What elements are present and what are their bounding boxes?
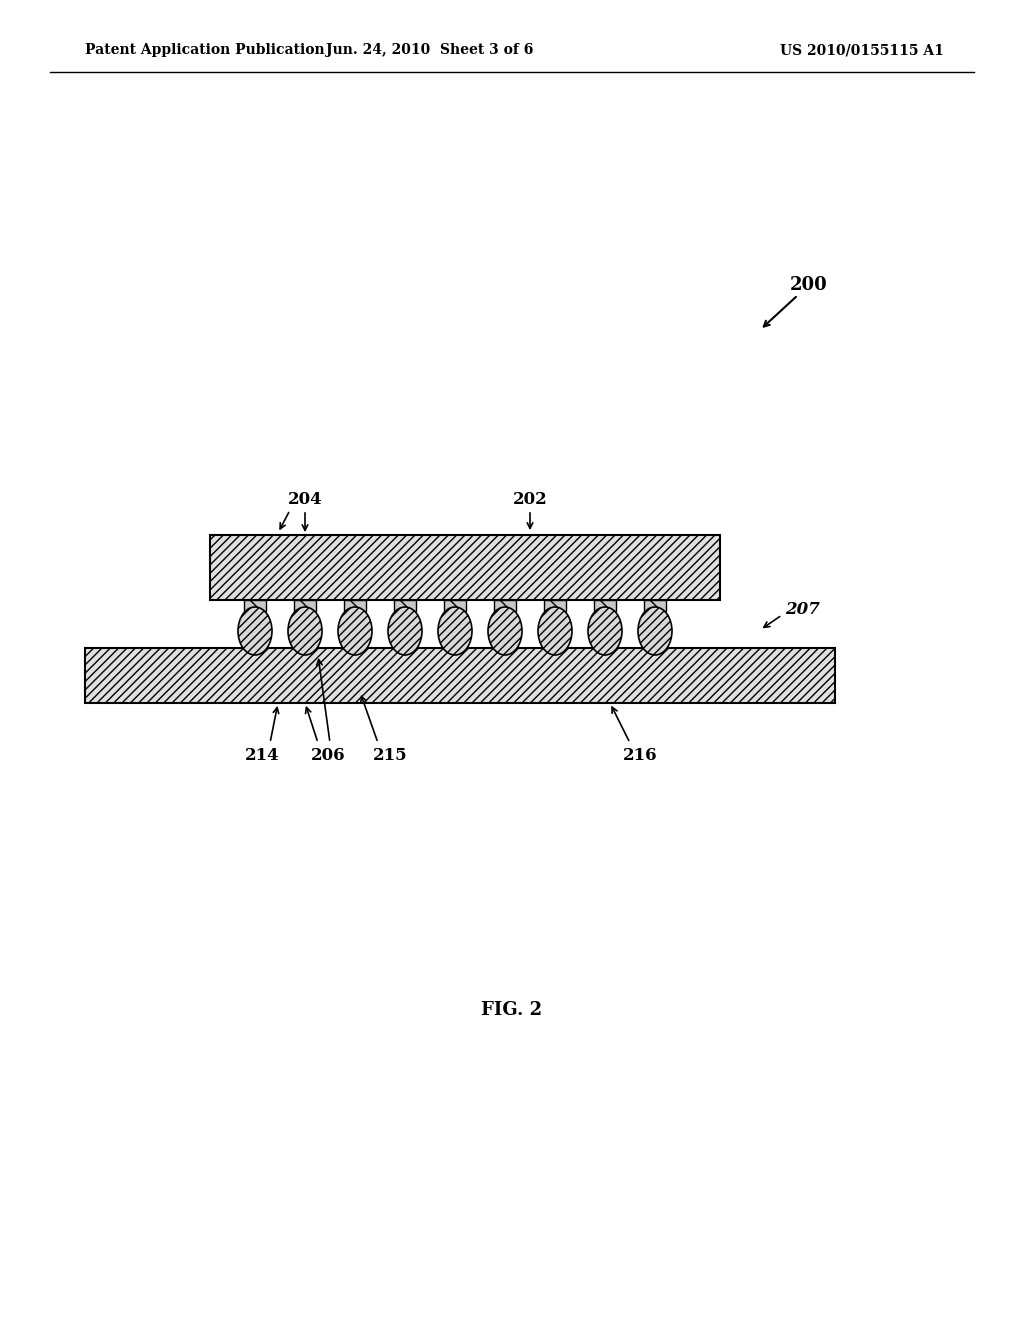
Ellipse shape	[238, 607, 272, 655]
Bar	[444, 638, 466, 648]
Bar	[494, 601, 516, 611]
Bar	[544, 601, 566, 611]
Bar	[294, 601, 316, 611]
Text: 206: 206	[310, 747, 345, 763]
Text: 214: 214	[245, 747, 280, 763]
Bar	[244, 601, 266, 611]
Ellipse shape	[288, 607, 322, 655]
Bar	[444, 601, 466, 611]
Bar	[644, 601, 666, 611]
Text: Jun. 24, 2010  Sheet 3 of 6: Jun. 24, 2010 Sheet 3 of 6	[327, 44, 534, 57]
Text: 216: 216	[623, 747, 657, 763]
Bar	[594, 638, 616, 648]
Text: 204: 204	[288, 491, 323, 508]
Bar	[544, 638, 566, 648]
Text: 215: 215	[373, 747, 408, 763]
Bar	[594, 601, 616, 611]
Text: US 2010/0155115 A1: US 2010/0155115 A1	[780, 44, 944, 57]
Ellipse shape	[488, 607, 522, 655]
Ellipse shape	[638, 607, 672, 655]
Bar	[210, 535, 720, 601]
Bar	[85, 648, 835, 704]
Bar	[644, 638, 666, 648]
Text: 200: 200	[790, 276, 827, 294]
Bar	[294, 638, 316, 648]
Ellipse shape	[338, 607, 372, 655]
Ellipse shape	[538, 607, 572, 655]
Text: Patent Application Publication: Patent Application Publication	[85, 44, 325, 57]
Ellipse shape	[588, 607, 622, 655]
Text: 202: 202	[513, 491, 548, 508]
Bar	[494, 638, 516, 648]
Bar	[394, 601, 416, 611]
Bar	[244, 638, 266, 648]
Text: 207: 207	[785, 602, 820, 619]
Ellipse shape	[388, 607, 422, 655]
Bar	[394, 638, 416, 648]
Bar	[344, 638, 366, 648]
Ellipse shape	[438, 607, 472, 655]
Text: FIG. 2: FIG. 2	[481, 1001, 543, 1019]
Bar	[344, 601, 366, 611]
